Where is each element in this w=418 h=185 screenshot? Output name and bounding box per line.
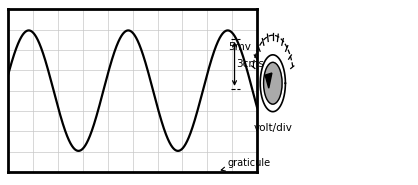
Text: graticule: graticule [221, 158, 270, 171]
Text: 5mv: 5mv [228, 42, 251, 52]
Text: 3cms: 3cms [237, 59, 264, 69]
Ellipse shape [264, 62, 282, 104]
Text: volt/div: volt/div [253, 123, 292, 133]
Polygon shape [265, 73, 272, 88]
